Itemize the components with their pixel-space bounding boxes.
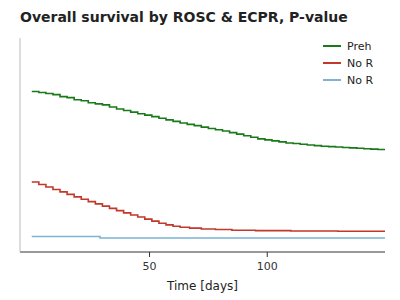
legend-label: No R [347,57,373,70]
legend: Preh No R No R [323,40,373,87]
chart: Overall survival by ROSC & ECPR, P-value… [0,0,400,300]
step-line [32,92,385,150]
x-axis-line [20,252,385,253]
x-tick-label: 100 [257,260,278,273]
x-tick-label: 50 [143,260,157,273]
legend-label: No R [347,74,373,87]
legend-swatch [323,79,341,81]
y-axis-line [20,38,21,252]
legend-label: Preh [347,40,371,53]
legend-swatch [323,45,341,47]
plot-area [32,92,385,239]
x-tick [149,252,150,257]
title: Overall survival by ROSC & ECPR, P-value [20,9,348,25]
step-line [32,237,385,238]
x-tick [267,252,268,257]
legend-swatch [323,62,341,64]
step-line [32,182,385,231]
x-axis-label: Time [days] [166,279,238,293]
